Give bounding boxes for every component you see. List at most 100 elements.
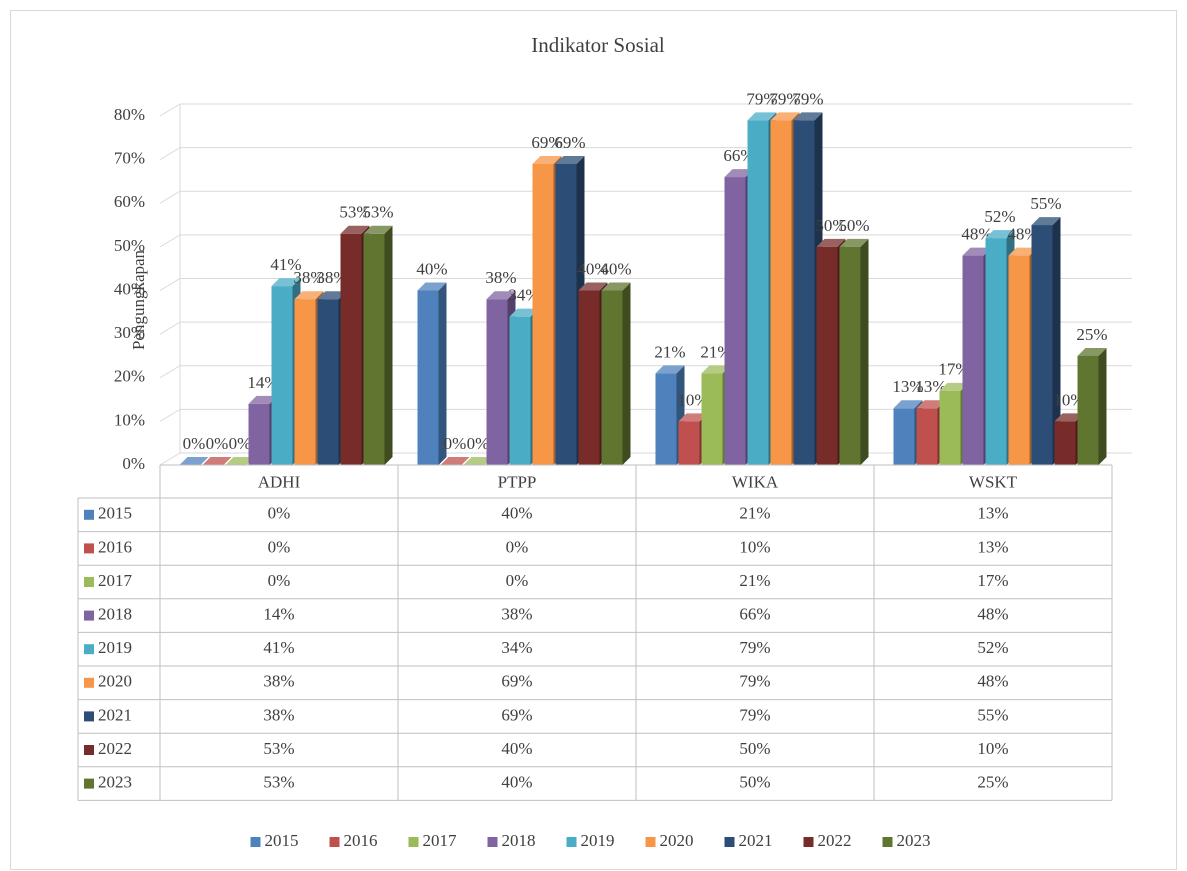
bar-side — [1098, 347, 1107, 465]
bar — [486, 299, 508, 465]
table-cell: 40% — [501, 773, 532, 792]
data-label: 10% — [1053, 390, 1084, 409]
bar-top — [893, 400, 923, 409]
bar — [271, 286, 293, 465]
y-tick-label: 70% — [114, 149, 145, 168]
bar-top — [578, 282, 608, 291]
bar-top — [202, 457, 232, 465]
table-legend-key — [84, 509, 94, 520]
table-legend-key — [84, 745, 94, 755]
table-row-label: 2022 — [98, 739, 132, 758]
bar-top — [1054, 413, 1084, 422]
table-cell: 38% — [263, 672, 294, 691]
bar-top — [271, 278, 301, 287]
bar-top — [463, 457, 493, 465]
table-row-label: 2023 — [98, 773, 132, 792]
bar — [839, 246, 861, 465]
table-row-label: 2016 — [98, 537, 132, 556]
bar — [1077, 355, 1099, 465]
bar — [248, 403, 270, 465]
data-label: 21% — [654, 342, 685, 361]
table-row-label: 2019 — [98, 638, 132, 657]
table-cell: 79% — [739, 672, 770, 691]
bar-3d — [839, 238, 869, 465]
data-label: 55% — [1030, 194, 1061, 213]
bar — [893, 408, 915, 465]
data-label: 48% — [961, 225, 992, 244]
y-axis-label: Pengungkapan — [129, 249, 148, 350]
table-cell: 55% — [977, 705, 1008, 724]
legend-label: 2023 — [897, 831, 931, 850]
data-label: 0% — [467, 434, 490, 453]
x-tick-label: ADHI — [258, 472, 301, 491]
bar-side — [1052, 217, 1061, 465]
table-row-label: 2020 — [98, 672, 132, 691]
table-legend-key — [84, 644, 94, 655]
table-cell: 14% — [263, 605, 294, 624]
table-cell: 66% — [739, 605, 770, 624]
table-cell: 40% — [501, 739, 532, 758]
legend-label: 2022 — [818, 831, 852, 850]
data-label: 38% — [293, 268, 324, 287]
bar — [294, 299, 316, 465]
legend-key — [566, 837, 577, 847]
bar — [363, 233, 385, 465]
table-cell: 0% — [268, 537, 291, 556]
table-cell: 79% — [739, 638, 770, 657]
table-cell: 10% — [977, 739, 1008, 758]
data-label: 40% — [416, 259, 447, 278]
legend-key — [724, 837, 735, 847]
data-label: 40% — [600, 259, 631, 278]
table-cell: 17% — [977, 571, 1008, 590]
table-legend-key — [84, 610, 94, 621]
table-cell: 13% — [977, 504, 1008, 523]
table-legend-key — [84, 543, 94, 554]
y-tick-label: 80% — [114, 105, 145, 124]
y-tick-label: 0% — [122, 454, 145, 473]
bar — [939, 390, 961, 465]
table-cell: 40% — [501, 504, 532, 523]
bar-top — [724, 169, 754, 178]
bar — [417, 290, 439, 465]
bar — [1054, 421, 1076, 465]
bar — [340, 233, 362, 465]
data-label: 50% — [838, 216, 869, 235]
data-label: 69% — [554, 133, 585, 152]
bar-top — [678, 413, 708, 422]
bar-side — [384, 225, 393, 465]
table-legend-key — [84, 677, 94, 688]
bar-side — [622, 282, 631, 465]
bar-top — [555, 155, 585, 164]
bar — [747, 120, 769, 466]
bar-top — [793, 112, 823, 121]
table-cell: 38% — [501, 605, 532, 624]
grid-line-side — [159, 452, 181, 466]
grid-line-side — [159, 103, 181, 117]
table-legend-key — [84, 778, 94, 789]
bar — [509, 316, 531, 465]
bar-top — [225, 457, 255, 465]
bar-top — [601, 282, 631, 291]
data-label: 53% — [362, 203, 393, 222]
chart-title: Indikator Sosial — [531, 33, 665, 57]
bar — [678, 421, 700, 465]
data-label: 0% — [206, 434, 229, 453]
grid-line-side — [159, 190, 181, 204]
bar-top — [1077, 347, 1107, 356]
data-label: 13% — [915, 377, 946, 396]
table-cell: 79% — [739, 705, 770, 724]
bar-side — [438, 282, 447, 465]
bar — [701, 373, 723, 465]
data-label: 14% — [247, 373, 278, 392]
bar — [601, 290, 623, 465]
bar-top — [179, 457, 209, 465]
table-cell: 0% — [268, 571, 291, 590]
table-cell: 48% — [977, 605, 1008, 624]
table-legend-key — [84, 577, 94, 587]
bar-top — [770, 112, 800, 121]
legend-key — [803, 837, 814, 847]
bar-top — [962, 247, 992, 256]
bar-top — [839, 238, 869, 247]
bar-top — [486, 291, 516, 300]
table-row-label: 2015 — [98, 504, 132, 523]
